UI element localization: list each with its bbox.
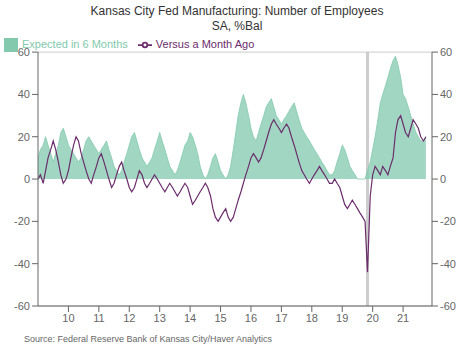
svg-text:-60: -60 xyxy=(440,300,456,312)
svg-text:20: 20 xyxy=(367,312,379,324)
svg-text:0: 0 xyxy=(440,173,446,185)
svg-text:14: 14 xyxy=(184,312,196,324)
svg-text:16: 16 xyxy=(245,312,257,324)
svg-text:12: 12 xyxy=(123,312,135,324)
svg-text:21: 21 xyxy=(397,312,409,324)
svg-text:15: 15 xyxy=(214,312,226,324)
svg-text:20: 20 xyxy=(18,131,30,143)
svg-text:60: 60 xyxy=(18,46,30,58)
svg-text:18: 18 xyxy=(306,312,318,324)
svg-text:17: 17 xyxy=(275,312,287,324)
html-text:Kansas City Fed Manufacturing:: Kansas City Fed Manufacturing: Number of… xyxy=(90,4,384,18)
svg-text:-20: -20 xyxy=(440,215,456,227)
svg-text:13: 13 xyxy=(154,312,166,324)
html-text:Versus a Month Ago: Versus a Month Ago xyxy=(155,38,255,50)
svg-text:-40: -40 xyxy=(440,258,456,270)
svg-text:40: 40 xyxy=(440,88,452,100)
svg-text:11: 11 xyxy=(93,312,104,324)
svg-text:-60: -60 xyxy=(14,300,30,312)
svg-text:20: 20 xyxy=(440,131,452,143)
html-text:SA, %Bal: SA, %Bal xyxy=(211,19,263,33)
svg-text:0: 0 xyxy=(24,173,30,185)
svg-text:60: 60 xyxy=(440,46,452,58)
html-text:Expected in 6 Months: Expected in 6 Months xyxy=(22,38,128,50)
svg-text:10: 10 xyxy=(62,312,74,324)
html-text:Source: Federal Reserve Bank o: Source: Federal Reserve Bank of Kansas C… xyxy=(24,334,273,344)
svg-text:-40: -40 xyxy=(14,258,30,270)
svg-text:40: 40 xyxy=(18,88,30,100)
svg-text:-20: -20 xyxy=(14,215,30,227)
svg-text:19: 19 xyxy=(336,312,348,324)
